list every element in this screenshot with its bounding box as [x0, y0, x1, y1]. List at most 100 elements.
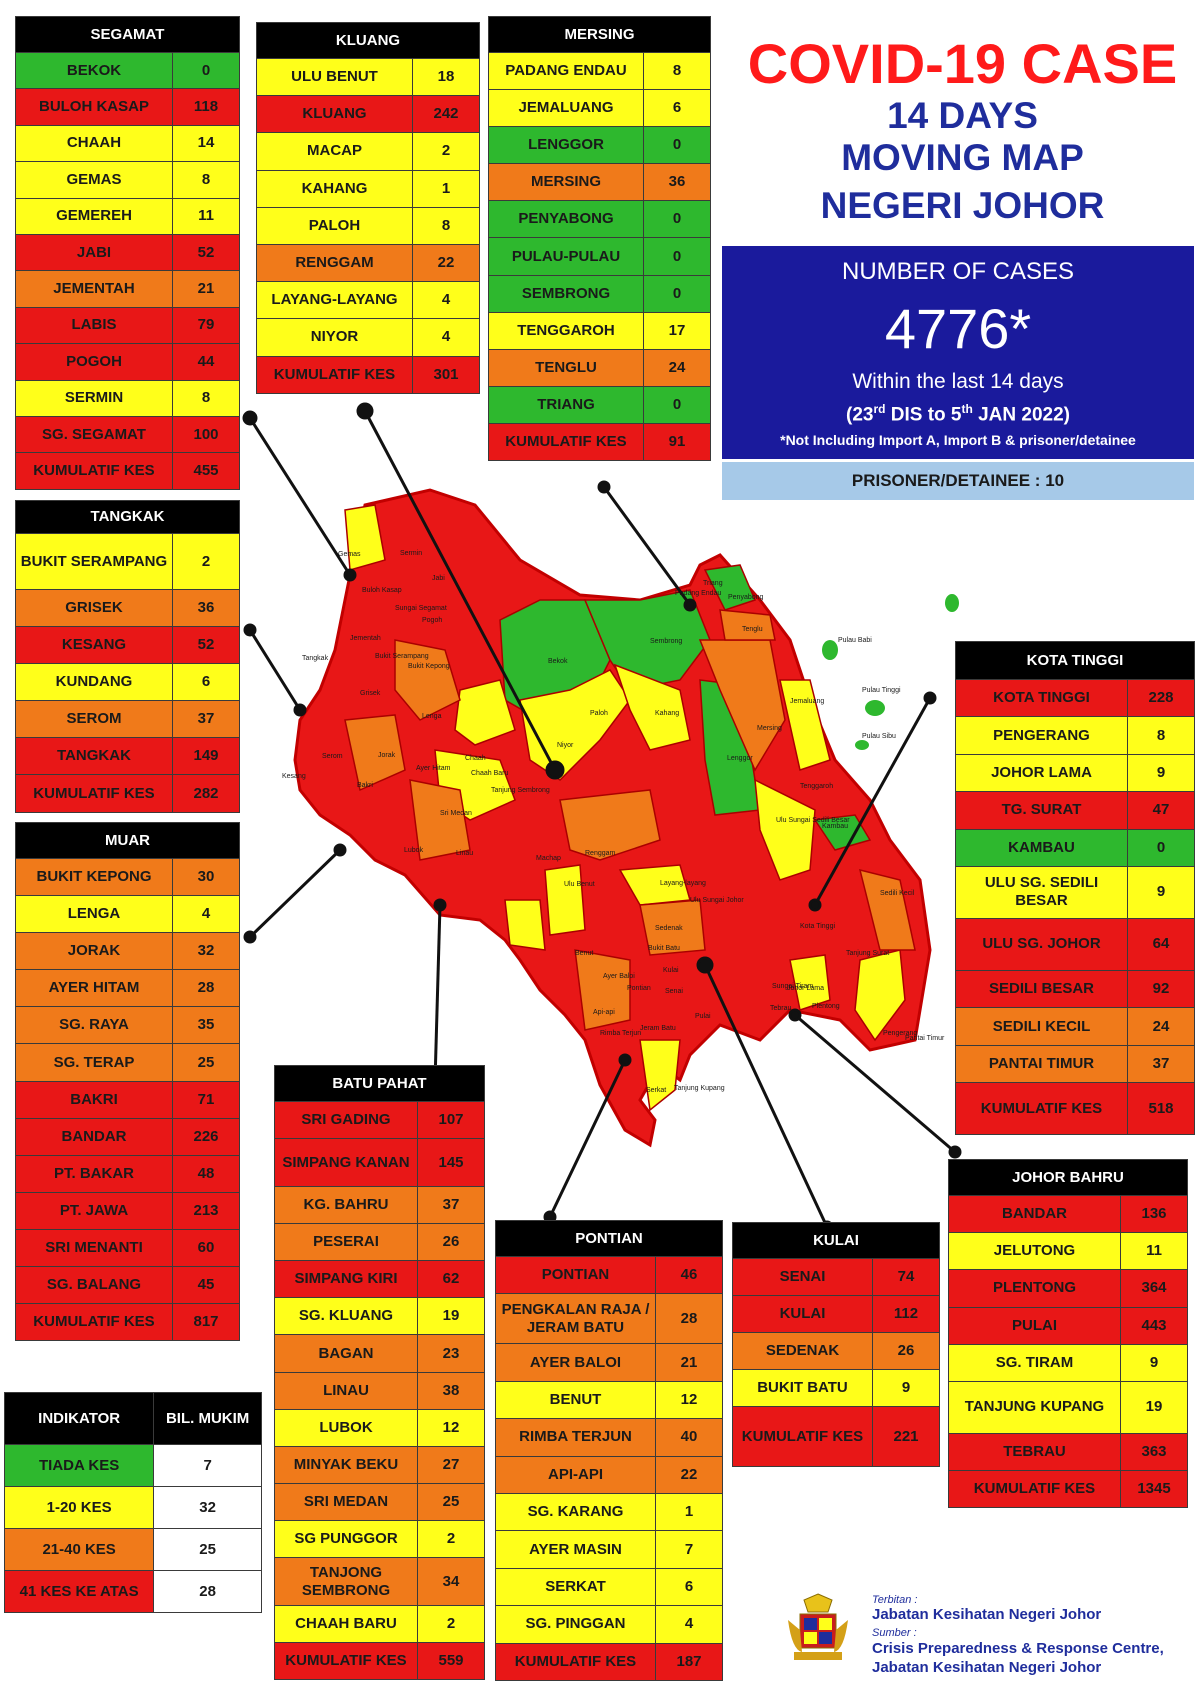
- mukim-name: BUKIT BATU: [732, 1369, 873, 1408]
- table-row: JORAK 32: [15, 932, 240, 971]
- case-count: 24: [1127, 1007, 1195, 1046]
- mukim-name: SEMBRONG: [488, 274, 644, 313]
- district-title: KULAI: [732, 1222, 940, 1259]
- map-place-label: Tanjung Surat: [846, 950, 889, 957]
- map-place-label: Bukit Batu: [648, 945, 680, 952]
- case-count: 21: [655, 1343, 723, 1382]
- table-row: MINYAK BEKU 27: [274, 1445, 485, 1484]
- case-count: 0: [643, 200, 711, 239]
- mukim-name: PENGERANG: [955, 716, 1128, 755]
- table-row: KUMULATIF KES 91: [488, 422, 711, 462]
- map-place-label: Gemas: [338, 551, 361, 558]
- map-zone-triang: [703, 564, 757, 611]
- table-row: MERSING 36: [488, 163, 711, 202]
- mukim-name: TEBRAU: [948, 1432, 1121, 1472]
- range-close: JAN 2022): [972, 404, 1070, 426]
- map-zone-tenglu: [719, 609, 776, 641]
- table-row: SEDENAK 26: [732, 1332, 940, 1371]
- district-title: SEGAMAT: [15, 16, 240, 53]
- mukim-name: BULOH KASAP: [15, 88, 173, 126]
- table-row: GEMAS 8: [15, 161, 240, 199]
- case-count: 455: [172, 452, 240, 490]
- map-place-label: Pulau Tinggi: [862, 687, 901, 694]
- footer-sumber-2: Jabatan Kesihatan Negeri Johor: [872, 1659, 1102, 1676]
- case-count: 6: [655, 1567, 723, 1607]
- mukim-name: MINYAK BEKU: [274, 1445, 418, 1484]
- map-place-label: Paloh: [590, 710, 608, 717]
- map-zone-pontian: [574, 949, 631, 1031]
- range-mid: DIS to 5: [885, 404, 962, 426]
- table-row: JABI 52: [15, 233, 240, 272]
- district-table-segamat: SEGAMAT BEKOK 0 BULOH KASAP 118 CHAAH 14 GEMAS 8…: [15, 16, 240, 490]
- case-count: 17: [643, 311, 711, 350]
- table-row: KOTA TINGGI 228: [955, 678, 1195, 718]
- mukim-name: PENGKALAN RAJA / JERAM BATU: [495, 1293, 656, 1345]
- mukim-name: JEMENTAH: [15, 270, 173, 308]
- case-count: 9: [1127, 753, 1195, 793]
- table-row: AYER HITAM 28: [15, 969, 240, 1008]
- title-line-3: NEGERI JOHOR: [820, 185, 1105, 226]
- district-table-kluang: KLUANG ULU BENUT 18 KLUANG 242 MACAP 2 KAHANG 1 P…: [256, 22, 480, 394]
- table-row: TEBRAU 363: [948, 1432, 1188, 1472]
- mukim-name: SRI MEDAN: [274, 1482, 418, 1521]
- mukim-name: ULU BENUT: [256, 57, 413, 97]
- case-count: 25: [417, 1482, 485, 1521]
- mukim-name: KUMULATIF KES: [15, 452, 173, 490]
- case-count: 7: [655, 1530, 723, 1569]
- table-row: KG. BAHRU 37: [274, 1186, 485, 1225]
- mukim-name: KUMULATIF KES: [488, 422, 644, 462]
- case-count: 26: [872, 1332, 940, 1371]
- table-row: LENGA 4: [15, 895, 240, 934]
- district-title: JOHOR BAHRU: [948, 1159, 1188, 1196]
- case-count: 74: [872, 1257, 940, 1297]
- table-row: RENGGAM 22: [256, 243, 480, 283]
- case-count: 37: [1127, 1044, 1195, 1084]
- mukim-name: JELUTONG: [948, 1232, 1121, 1271]
- mukim-name: BAKRI: [15, 1080, 173, 1119]
- case-count: 2: [417, 1605, 485, 1644]
- map-place-label: Sembrong: [650, 638, 682, 645]
- district-title: MERSING: [488, 16, 711, 53]
- legend-count: 32: [153, 1486, 262, 1529]
- map-zone-ulu-sedili: [754, 778, 816, 881]
- mukim-name: NIYOR: [256, 318, 413, 357]
- mukim-name: KUMULATIF KES: [948, 1470, 1121, 1509]
- legend-table: INDIKATOR BIL. MUKIM TIADA KES 7 1-20 KES…: [3, 1392, 262, 1613]
- map-zone-bukit-kepong: [394, 639, 461, 721]
- table-row: AYER BALOI 21: [495, 1343, 723, 1382]
- table-row: JEMENTAH 21: [15, 270, 240, 308]
- mukim-name: GRISEK: [15, 588, 173, 628]
- mukim-name: TG. SURAT: [955, 791, 1128, 830]
- district-title: PONTIAN: [495, 1220, 723, 1257]
- map-place-label: Ayer Hitam: [416, 765, 451, 772]
- case-count: 1: [655, 1492, 723, 1532]
- table-row: JELUTONG 11: [948, 1232, 1188, 1271]
- legend-label: 1-20 KES: [3, 1486, 155, 1529]
- mukim-name: SERMIN: [15, 379, 173, 417]
- table-row: SEROM 37: [15, 700, 240, 739]
- table-row: SERKAT 6: [495, 1567, 723, 1607]
- case-count: 817: [172, 1303, 240, 1342]
- table-row: SG. KARANG 1: [495, 1492, 723, 1532]
- table-row: TENGLU 24: [488, 348, 711, 387]
- mukim-name: POGOH: [15, 343, 173, 381]
- mukim-name: LENGGOR: [488, 126, 644, 165]
- mukim-name: KUMULATIF KES: [15, 774, 173, 813]
- table-row: SG PUNGGOR 2: [274, 1519, 485, 1559]
- map-place-label: Tenggaroh: [800, 783, 833, 790]
- table-row: PADANG ENDAU 8: [488, 51, 711, 91]
- case-count: 4: [412, 318, 480, 357]
- map-place-label: Ulu Sungai Johor: [690, 897, 744, 904]
- case-count: 52: [172, 233, 240, 272]
- table-row: API-API 22: [495, 1455, 723, 1494]
- jata-emblem-icon: [788, 1593, 848, 1660]
- mukim-name: SIMPANG KANAN: [274, 1138, 418, 1188]
- case-count: 21: [172, 270, 240, 308]
- case-count: 213: [172, 1191, 240, 1230]
- map-place-label: Serom: [322, 753, 343, 760]
- case-count: 4: [412, 281, 480, 320]
- case-count: 1345: [1120, 1470, 1188, 1509]
- mukim-name: LABIS: [15, 306, 173, 345]
- table-row: BAGAN 23: [274, 1334, 485, 1373]
- footer-sumber-label: Sumber :: [872, 1627, 917, 1639]
